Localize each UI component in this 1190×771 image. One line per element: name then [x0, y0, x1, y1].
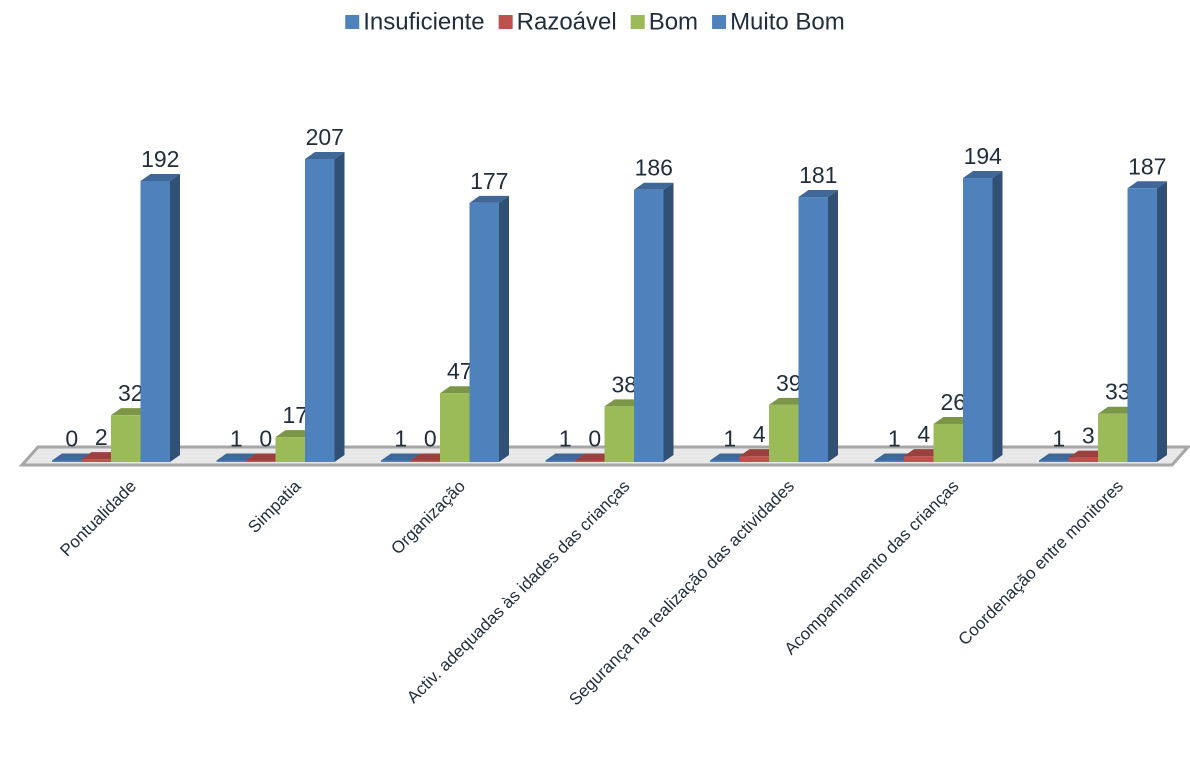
- bar-side: [170, 173, 180, 462]
- bar-front: [1098, 413, 1128, 462]
- x-tick-label: Pontualidade: [56, 477, 140, 561]
- bar: [1127, 181, 1167, 462]
- value-label: 47: [447, 358, 473, 384]
- bar-front: [710, 460, 740, 462]
- bar-front: [469, 202, 499, 463]
- bar-front: [545, 460, 575, 462]
- bar-top: [1127, 181, 1167, 189]
- bar-front: [381, 460, 411, 462]
- bar-front: [769, 404, 799, 462]
- x-tick-label: Coordenação entre monitores: [955, 477, 1127, 649]
- bar-front: [739, 456, 769, 462]
- value-label: 192: [141, 146, 179, 172]
- value-label: 0: [65, 426, 78, 452]
- bar-side: [992, 171, 1003, 462]
- value-label: 0: [259, 426, 272, 452]
- bar-top: [963, 171, 1003, 179]
- legend-swatch: [345, 15, 360, 29]
- bar-front: [798, 197, 828, 462]
- bar: [798, 190, 838, 462]
- bar-front: [246, 460, 276, 462]
- bar-side: [663, 182, 674, 462]
- bar-top: [216, 453, 256, 461]
- value-label: 3: [1082, 423, 1095, 449]
- legend-swatch: [498, 15, 513, 29]
- bar: [963, 171, 1003, 462]
- bar-top: [545, 453, 585, 461]
- value-label: 177: [470, 168, 508, 194]
- value-label: 1: [888, 426, 901, 452]
- bar-side: [499, 195, 509, 463]
- bar-front: [305, 159, 335, 462]
- x-tick-label: Acompanhamento das crianças: [781, 477, 963, 659]
- value-label: 1: [1052, 426, 1065, 452]
- bar-front: [874, 460, 904, 462]
- value-label: 38: [611, 371, 637, 397]
- value-label: 0: [588, 426, 601, 452]
- value-label: 4: [917, 421, 930, 447]
- bar: [469, 195, 509, 463]
- bar-front: [410, 460, 440, 462]
- value-label: 1: [723, 426, 736, 452]
- bar-top: [305, 152, 345, 159]
- bar: [140, 173, 180, 462]
- bar-top: [634, 182, 674, 190]
- value-label: 33: [1105, 379, 1131, 405]
- bar-front: [904, 456, 934, 462]
- value-label: 4: [753, 421, 766, 447]
- bar: [305, 152, 345, 462]
- bar-front: [1068, 457, 1098, 462]
- value-label: 0: [424, 426, 437, 452]
- value-label: 187: [1128, 153, 1166, 179]
- bar-front: [440, 393, 470, 462]
- value-label: 17: [282, 402, 308, 428]
- bar-side: [828, 190, 838, 462]
- bar-front: [275, 437, 305, 462]
- bar-front: [111, 415, 141, 462]
- bar-front: [81, 459, 111, 462]
- bar-front: [1039, 460, 1069, 462]
- legend-swatch: [630, 15, 645, 29]
- x-tick-label: Simpatia: [244, 476, 305, 537]
- bar-front: [963, 178, 993, 462]
- bar-front: [933, 423, 963, 462]
- legend-label: Bom: [649, 8, 698, 35]
- value-label: 1: [394, 426, 407, 452]
- legend-label: Insuficiente: [363, 8, 484, 35]
- bar-top: [140, 173, 180, 181]
- value-label: 207: [306, 124, 344, 150]
- legend: Insuficiente Razoável Bom Muito Bom: [345, 8, 845, 35]
- bar-side: [1157, 181, 1167, 462]
- x-tick-label: Organização: [387, 477, 469, 559]
- bar-front: [52, 460, 82, 462]
- legend-label: Muito Bom: [730, 8, 845, 35]
- legend-swatch: [712, 15, 727, 29]
- bar-front: [575, 460, 605, 462]
- bar-front: [216, 460, 246, 462]
- value-label: 1: [230, 426, 243, 452]
- bar-top: [798, 190, 838, 198]
- bar-side: [334, 152, 345, 462]
- value-label: 194: [964, 143, 1003, 169]
- value-label: 39: [776, 370, 802, 396]
- bar-top: [381, 453, 421, 461]
- legend-label: Razoável: [517, 8, 617, 35]
- bar-front: [140, 180, 170, 462]
- bar-top: [52, 453, 92, 461]
- value-label: 181: [799, 162, 837, 188]
- value-label: 2: [95, 424, 108, 450]
- bar-front: [1127, 188, 1157, 462]
- value-label: 32: [118, 380, 144, 406]
- bar-top: [469, 195, 509, 203]
- value-label: 186: [635, 155, 673, 181]
- bar-front: [604, 406, 634, 462]
- value-label: 1: [559, 426, 572, 452]
- value-label: 26: [940, 389, 966, 415]
- bar: [634, 182, 674, 462]
- bar-front: [634, 189, 664, 462]
